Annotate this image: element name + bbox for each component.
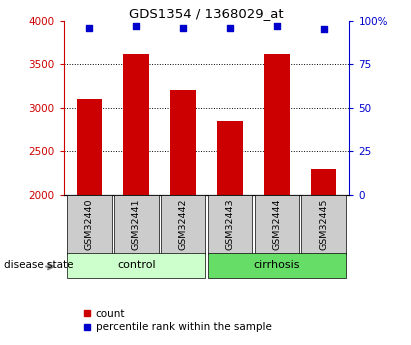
Point	[273, 23, 280, 29]
Bar	[264, 54, 290, 195]
Bar	[311, 169, 337, 195]
Bar	[208, 253, 346, 278]
Bar	[161, 195, 206, 254]
Point	[133, 23, 140, 29]
Point	[226, 25, 233, 30]
Point	[180, 25, 187, 30]
Title: GDS1354 / 1368029_at: GDS1354 / 1368029_at	[129, 7, 284, 20]
Text: cirrhosis: cirrhosis	[254, 260, 300, 270]
Text: GSM32440: GSM32440	[85, 198, 94, 250]
Text: GSM32444: GSM32444	[272, 198, 281, 250]
Bar	[114, 195, 159, 254]
Text: GSM32443: GSM32443	[226, 198, 234, 250]
Point	[320, 27, 327, 32]
Bar	[67, 253, 205, 278]
Bar	[67, 195, 112, 254]
Bar	[301, 195, 346, 254]
Bar	[170, 90, 196, 195]
Text: disease state: disease state	[4, 260, 74, 270]
Bar	[217, 121, 243, 195]
Bar	[208, 195, 252, 254]
Bar	[76, 99, 102, 195]
Text: GSM32445: GSM32445	[319, 198, 328, 250]
Point	[86, 25, 93, 30]
Legend: count, percentile rank within the sample: count, percentile rank within the sample	[79, 305, 276, 336]
Bar	[123, 54, 149, 195]
Bar	[254, 195, 299, 254]
Text: GSM32442: GSM32442	[179, 198, 187, 250]
Text: control: control	[117, 260, 156, 270]
Text: GSM32441: GSM32441	[132, 198, 141, 250]
